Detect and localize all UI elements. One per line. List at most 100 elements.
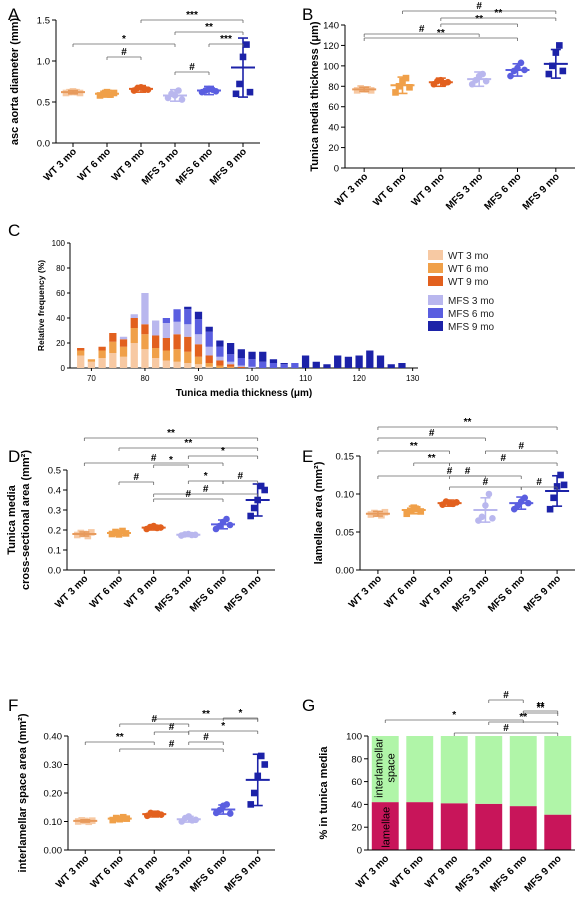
data-point [406, 84, 413, 91]
histogram-bar [194, 356, 203, 365]
legend-label: WT 9 mo [448, 277, 489, 288]
significance-label: # [238, 471, 244, 482]
significance-label: # [501, 453, 507, 464]
histogram-bar [344, 356, 353, 368]
interlamellar-bar [440, 736, 468, 804]
y-axis-label: Relative frequency (%) [36, 260, 46, 351]
histogram-bar [98, 358, 106, 368]
histogram-bar [205, 331, 213, 347]
legend-label: WT 6 mo [448, 264, 489, 275]
data-point [223, 515, 230, 523]
lamellae-bar [406, 802, 434, 850]
significance-label: * [204, 471, 208, 482]
category-label: MFS 9 mo [521, 171, 562, 212]
lamellae-bar [475, 803, 503, 850]
category-label: MFS 9 mo [223, 853, 264, 894]
histogram-bar [184, 336, 192, 352]
legend-swatch [428, 263, 443, 273]
histogram-bar [119, 339, 128, 347]
y-axis-label: lamellae area (mm²) [313, 461, 325, 564]
y-tick-label: 0.1 [48, 546, 61, 557]
y-tick-label: 0.15 [336, 452, 355, 463]
x-tick-label: 80 [141, 374, 150, 383]
histogram-bar [355, 355, 363, 368]
interlamellar-space-label-2: space [385, 753, 397, 782]
y-tick-label: 60 [351, 777, 362, 788]
histogram-bar [184, 306, 192, 310]
y-tick-label: 100 [323, 61, 339, 72]
category-label: WT 3 mo [333, 171, 370, 208]
histogram-bar [152, 335, 160, 348]
significance-label: ** [202, 709, 210, 720]
x-tick-label: 90 [194, 374, 203, 383]
data-point [178, 96, 186, 103]
data-point [546, 505, 554, 513]
data-point [402, 74, 410, 82]
data-point [395, 82, 403, 90]
data-point [250, 789, 258, 797]
legend-swatch [428, 295, 443, 305]
histogram-bar [130, 318, 138, 328]
panel-letter: D [8, 447, 20, 466]
histogram-bar [312, 361, 320, 368]
data-point [226, 810, 234, 817]
histogram-bar [173, 321, 181, 335]
y-tick-label: 100 [346, 732, 362, 743]
significance-label: ** [437, 28, 445, 39]
category-label: WT 9 mo [410, 171, 447, 208]
histogram-bar [130, 314, 138, 318]
category-label: MFS 9 mo [208, 146, 249, 187]
panel-G: G 0 20 40 60 80 100 % in tunica media WT 3 moWT … [302, 690, 575, 895]
histogram-bar [162, 338, 171, 351]
category-label: WT 6 mo [76, 146, 113, 183]
histogram-bar [87, 359, 96, 362]
data-point [367, 87, 375, 94]
y-axis-label: Tunica media thickness (μm) [309, 21, 321, 172]
lamellae-label: lamellae [380, 807, 392, 848]
y-tick-label: 0.3 [48, 506, 61, 517]
significance-label: ** [184, 438, 192, 449]
data-point [550, 494, 557, 502]
significance-label: # [151, 453, 157, 464]
significance-label: * [239, 708, 243, 719]
significance-label: * [452, 710, 456, 721]
histogram-bar [366, 350, 374, 368]
legend-swatch [428, 308, 443, 318]
data-point [247, 801, 255, 808]
histogram-bar [152, 348, 160, 358]
significance-label: # [536, 477, 542, 488]
x-tick-label: 120 [352, 374, 366, 383]
y-tick-label: 100 [52, 239, 66, 248]
histogram-bar [323, 364, 331, 368]
lamellae-bar [544, 814, 572, 850]
histogram-bar [184, 309, 192, 325]
significance-label: ** [519, 712, 527, 723]
y-tick-label: 20 [56, 339, 65, 348]
data-point [559, 67, 567, 75]
significance-label: # [134, 472, 140, 483]
y-tick-label: 1.0 [37, 57, 50, 68]
legend-label: MFS 3 mo [448, 296, 495, 307]
interlamellar-bar [406, 736, 434, 803]
histogram-bar [162, 350, 171, 361]
y-tick-label: 0.30 [44, 760, 63, 771]
data-point [489, 515, 496, 522]
histogram-bar [173, 334, 181, 350]
y-tick-label: 40 [328, 123, 339, 134]
histogram-bar [141, 349, 149, 368]
panel-A: A 0.0 0.5 1.0 1.5 asc aorta diameter (mm) WT 3… [8, 5, 260, 188]
data-point [261, 761, 269, 768]
significance-label: # [419, 24, 425, 35]
y-tick-label: 80 [328, 82, 339, 93]
significance-label: # [203, 484, 209, 495]
significance-label: ** [205, 22, 213, 33]
histogram-bar [216, 360, 224, 366]
legend-label: WT 3 mo [448, 251, 489, 262]
panel-F: F 0.00 0.10 0.20 0.30 0.40 interlamellar space… [8, 696, 275, 895]
significance-label: * [122, 34, 126, 45]
legend-label: MFS 9 mo [448, 322, 495, 333]
histogram-bar [109, 333, 117, 342]
category-label: MFS 9 mo [522, 573, 563, 614]
y-tick-label: 0.00 [44, 846, 63, 857]
